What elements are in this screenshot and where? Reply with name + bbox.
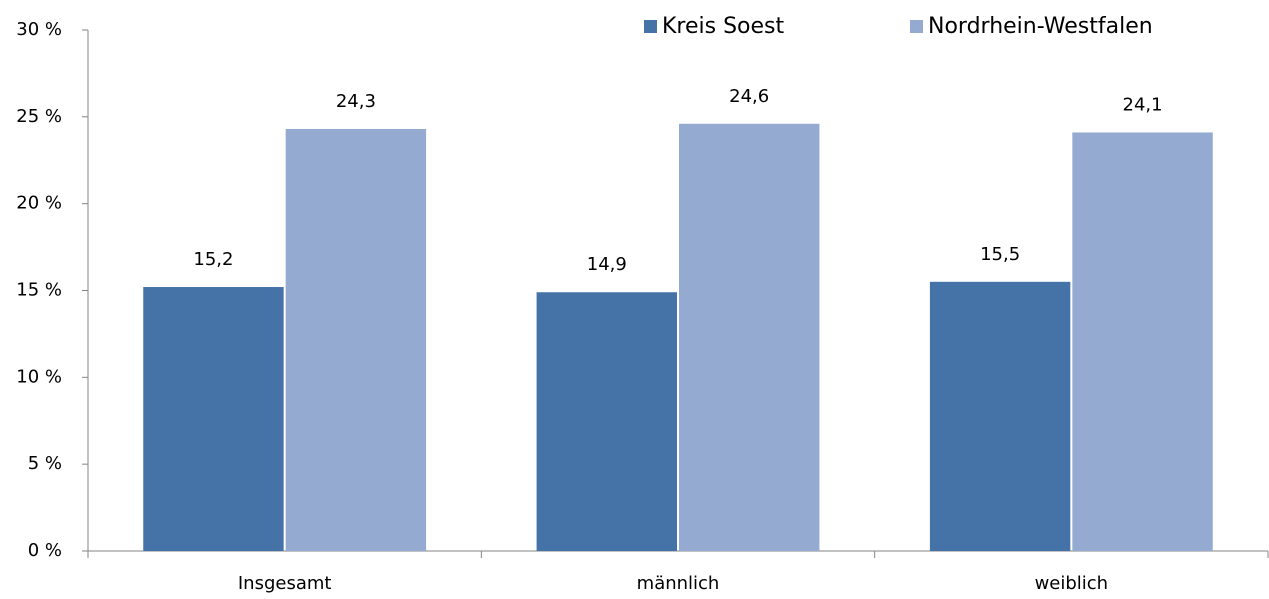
legend-label: Nordrhein-Westfalen	[928, 14, 1153, 39]
bar	[143, 287, 284, 551]
y-tick-label: 30 %	[16, 19, 62, 40]
bar	[1072, 132, 1213, 552]
y-tick-label: 10 %	[16, 366, 62, 387]
legend-swatch	[644, 20, 657, 33]
value-label: 15,5	[980, 244, 1020, 265]
legend-label: Kreis Soest	[662, 14, 785, 39]
y-tick-label: 0 %	[28, 540, 62, 561]
value-label: 15,2	[193, 249, 233, 270]
bar	[929, 281, 1071, 551]
bar	[679, 123, 820, 551]
x-tick-label: weiblich	[1035, 573, 1109, 594]
x-tick-label: männlich	[637, 573, 720, 594]
y-tick-label: 25 %	[16, 106, 62, 127]
bar	[536, 292, 677, 551]
value-label: 24,3	[336, 91, 376, 112]
value-label: 24,6	[729, 86, 769, 107]
bar	[285, 128, 427, 552]
y-tick-label: 20 %	[16, 193, 62, 214]
y-tick-label: 15 %	[16, 280, 62, 301]
value-label: 24,1	[1123, 94, 1163, 115]
x-tick-label: Insgesamt	[238, 573, 332, 594]
y-tick-label: 5 %	[28, 453, 62, 474]
legend-swatch	[910, 20, 923, 33]
value-label: 14,9	[587, 254, 627, 275]
